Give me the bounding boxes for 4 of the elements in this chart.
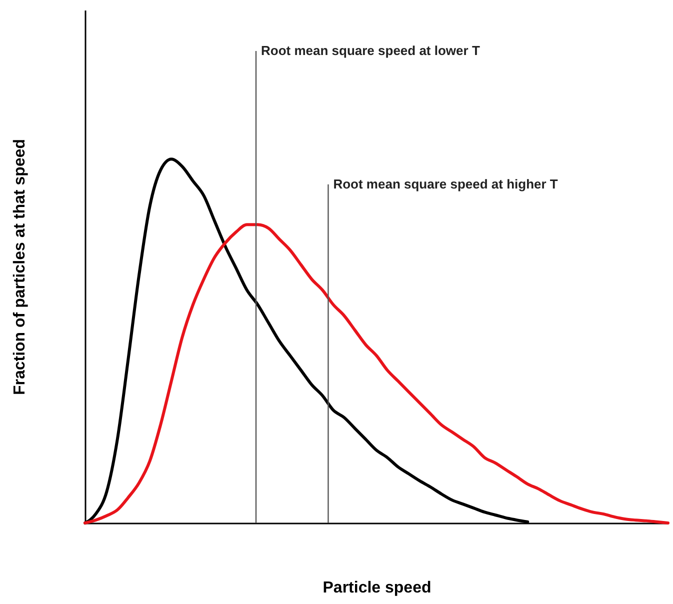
y-axis-title: Fraction of particles at that speed [12,138,28,396]
x-axis-title: Particle speed [322,580,432,596]
text: Root mean square speed at lower T [260,43,480,58]
annotation: Root mean square speed at higher T [333,176,558,192]
